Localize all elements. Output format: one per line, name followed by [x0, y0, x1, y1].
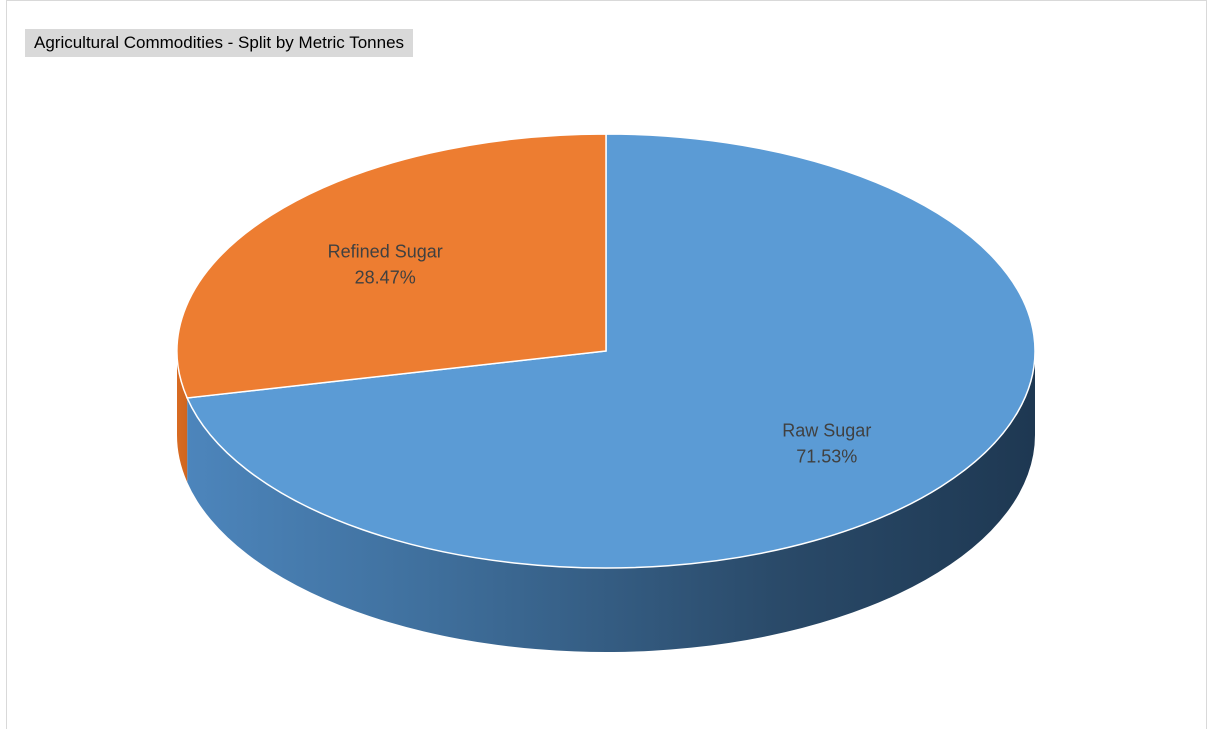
pie-slices: [176, 133, 1036, 569]
data-label-refined-sugar-percent: 28.47%: [355, 267, 416, 287]
data-label-raw-sugar-percent: 71.53%: [796, 447, 857, 467]
data-label-refined-sugar-name: Refined Sugar: [328, 241, 443, 261]
pie-slice-refined-sugar: [176, 133, 607, 399]
data-label-raw-sugar-name: Raw Sugar: [782, 421, 871, 441]
chart-title: Agricultural Commodities - Split by Metr…: [25, 29, 414, 57]
pie-side-refined-sugar: [177, 351, 188, 482]
pie-slice-raw-sugar: [186, 133, 1036, 569]
pie-labels: Raw Sugar 71.53% Refined Sugar 28.47%: [328, 241, 872, 466]
pie-side-raw-sugar: [187, 351, 1035, 652]
pie-sides: [177, 351, 1035, 652]
